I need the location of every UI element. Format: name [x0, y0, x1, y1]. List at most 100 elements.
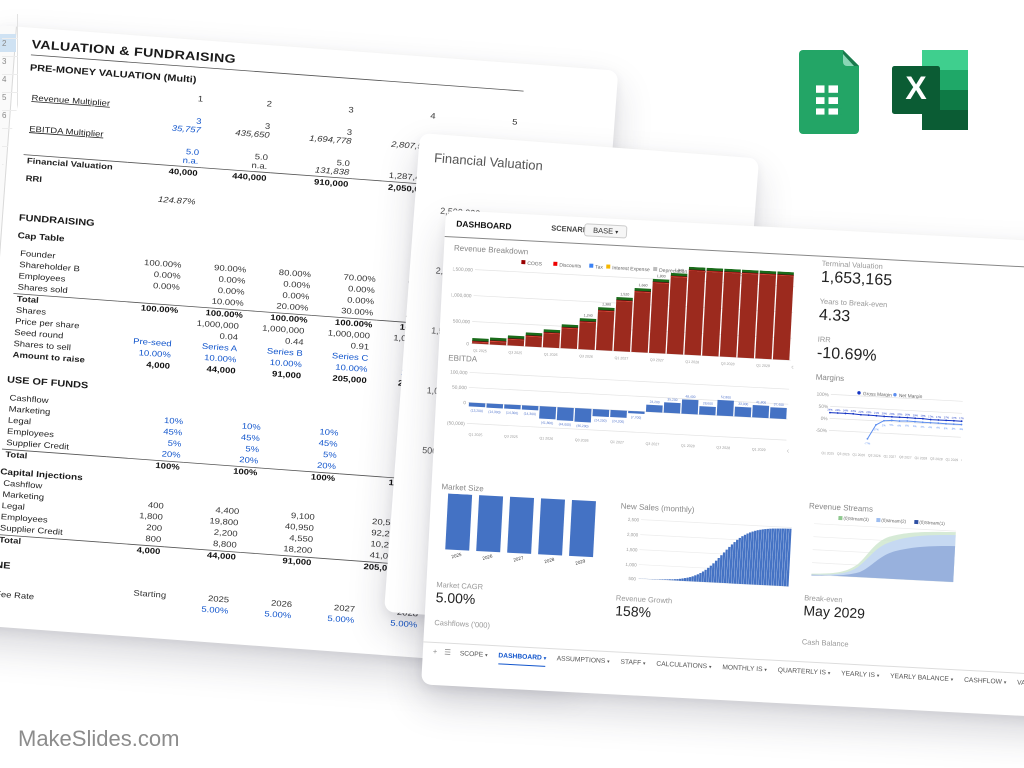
- svg-text:37,400: 37,400: [774, 402, 784, 407]
- svg-text:Q3 2025: Q3 2025: [837, 452, 850, 457]
- svg-text:Q3 2027: Q3 2027: [650, 358, 664, 363]
- svg-text:2026: 2026: [482, 553, 494, 561]
- svg-text:2%: 2%: [882, 423, 887, 427]
- svg-text:24%: 24%: [835, 408, 841, 412]
- svg-text:Q3 2026: Q3 2026: [579, 354, 593, 359]
- svg-text:500: 500: [628, 576, 636, 581]
- svg-text:24,200: 24,200: [650, 400, 660, 405]
- svg-text:Q3 2028: Q3 2028: [716, 445, 730, 450]
- svg-text:1,000,000: 1,000,000: [450, 292, 472, 299]
- svg-text:(0)stream(2): (0)stream(2): [881, 518, 906, 524]
- svg-text:(14,300): (14,300): [488, 410, 500, 415]
- svg-text:1,500,000: 1,500,000: [451, 266, 473, 273]
- svg-text:(44,000): (44,000): [559, 422, 571, 427]
- svg-text:COGS: COGS: [527, 261, 543, 268]
- svg-text:4%: 4%: [921, 425, 926, 429]
- svg-text:(24,200): (24,200): [612, 419, 624, 424]
- svg-text:2028: 2028: [544, 557, 556, 565]
- svg-text:Q3 2025: Q3 2025: [504, 434, 518, 439]
- svg-text:Q3 2027: Q3 2027: [645, 442, 659, 447]
- svg-text:22%: 22%: [866, 410, 872, 414]
- svg-text:Q3 2029: Q3 2029: [791, 365, 798, 370]
- svg-text:4%: 4%: [897, 423, 902, 427]
- svg-text:52,800: 52,800: [721, 395, 731, 400]
- svg-text:Q1 2028: Q1 2028: [914, 456, 927, 461]
- svg-text:20%: 20%: [905, 413, 911, 417]
- svg-text:(50,000): (50,000): [447, 420, 466, 427]
- svg-text:19%: 19%: [913, 413, 919, 417]
- svg-text:20%: 20%: [889, 412, 895, 416]
- svg-text:Q1 2029: Q1 2029: [756, 363, 770, 368]
- svg-text:1,660: 1,660: [638, 283, 647, 287]
- svg-text:Q1 2026: Q1 2026: [544, 352, 558, 357]
- svg-text:Q3 2026: Q3 2026: [575, 438, 589, 443]
- svg-text:(24,200): (24,200): [594, 418, 606, 423]
- svg-text:Discounts: Discounts: [559, 263, 582, 270]
- svg-text:2,500: 2,500: [628, 517, 640, 523]
- svg-text:Q1 2025: Q1 2025: [821, 451, 834, 456]
- svg-text:2027: 2027: [513, 555, 525, 563]
- svg-text:1,940: 1,940: [675, 268, 684, 272]
- svg-text:24%: 24%: [851, 409, 857, 413]
- svg-text:17%: 17%: [944, 415, 950, 419]
- svg-text:20%: 20%: [897, 412, 903, 416]
- svg-text:(46,200): (46,200): [576, 424, 588, 429]
- svg-text:Interest Expense: Interest Expense: [612, 265, 650, 273]
- svg-text:Q1 2028: Q1 2028: [685, 360, 699, 365]
- svg-text:1,520: 1,520: [620, 292, 629, 296]
- svg-text:22%: 22%: [858, 410, 864, 414]
- svg-text:Q1 2025: Q1 2025: [473, 349, 487, 354]
- svg-text:41,800: 41,800: [756, 400, 766, 405]
- svg-text:1,380: 1,380: [602, 302, 611, 306]
- svg-text:500,000: 500,000: [453, 319, 471, 326]
- svg-text:24%: 24%: [843, 408, 849, 412]
- svg-text:Q3 2027: Q3 2027: [899, 455, 912, 460]
- svg-text:100,000: 100,000: [450, 369, 468, 376]
- svg-text:1,000: 1,000: [625, 562, 637, 568]
- svg-text:1,240: 1,240: [584, 313, 593, 317]
- svg-text:28,600: 28,600: [703, 401, 713, 406]
- svg-text:17%: 17%: [951, 416, 957, 420]
- svg-text:5%: 5%: [913, 424, 918, 428]
- svg-text:Q1 2028: Q1 2028: [681, 444, 695, 449]
- svg-text:48,400: 48,400: [685, 394, 695, 399]
- svg-text:3%: 3%: [959, 427, 964, 431]
- svg-text:(0)Stream(3): (0)Stream(3): [843, 516, 869, 522]
- svg-text:(41,800): (41,800): [541, 421, 553, 426]
- svg-text:21%: 21%: [874, 411, 880, 415]
- svg-text:Q3 2028: Q3 2028: [721, 362, 735, 367]
- svg-text:Q3 2026: Q3 2026: [868, 453, 881, 458]
- svg-text:(14,300): (14,300): [524, 412, 536, 417]
- svg-text:-17%: -17%: [873, 427, 880, 431]
- svg-text:Q3 2025: Q3 2025: [508, 350, 522, 355]
- svg-text:Q1 2029: Q1 2029: [945, 457, 958, 462]
- svg-text:4%: 4%: [928, 425, 933, 429]
- svg-text:-50%: -50%: [816, 428, 828, 435]
- svg-text:19%: 19%: [920, 414, 926, 418]
- svg-text:33,000: 33,000: [738, 402, 748, 407]
- svg-text:24%: 24%: [827, 407, 833, 411]
- svg-text:3%: 3%: [952, 427, 957, 431]
- svg-text:Q3 2029: Q3 2029: [961, 458, 965, 463]
- svg-text:4%: 4%: [936, 425, 941, 429]
- svg-text:1,500: 1,500: [626, 547, 638, 553]
- svg-text:X: X: [905, 70, 927, 106]
- svg-text:(7,700): (7,700): [631, 415, 642, 420]
- svg-text:Q1 2029: Q1 2029: [752, 447, 766, 452]
- svg-text:Q1 2026: Q1 2026: [852, 453, 865, 458]
- svg-text:1,800: 1,800: [657, 274, 666, 278]
- svg-text:2025: 2025: [451, 552, 463, 560]
- svg-text:2029: 2029: [575, 558, 587, 566]
- svg-text:Q1 2025: Q1 2025: [468, 432, 482, 437]
- svg-text:35,200: 35,200: [667, 397, 677, 402]
- svg-text:50,000: 50,000: [452, 385, 467, 392]
- svg-text:3%: 3%: [944, 426, 949, 430]
- svg-text:Q1 2026: Q1 2026: [539, 436, 553, 441]
- svg-text:5%: 5%: [890, 423, 895, 427]
- svg-text:17%: 17%: [959, 416, 965, 420]
- svg-text:6%: 6%: [905, 423, 910, 427]
- svg-text:Q1 2027: Q1 2027: [614, 356, 628, 361]
- svg-text:17%: 17%: [936, 415, 942, 419]
- svg-text:(0)Stream(1): (0)Stream(1): [919, 520, 945, 526]
- svg-text:-77%: -77%: [864, 441, 871, 445]
